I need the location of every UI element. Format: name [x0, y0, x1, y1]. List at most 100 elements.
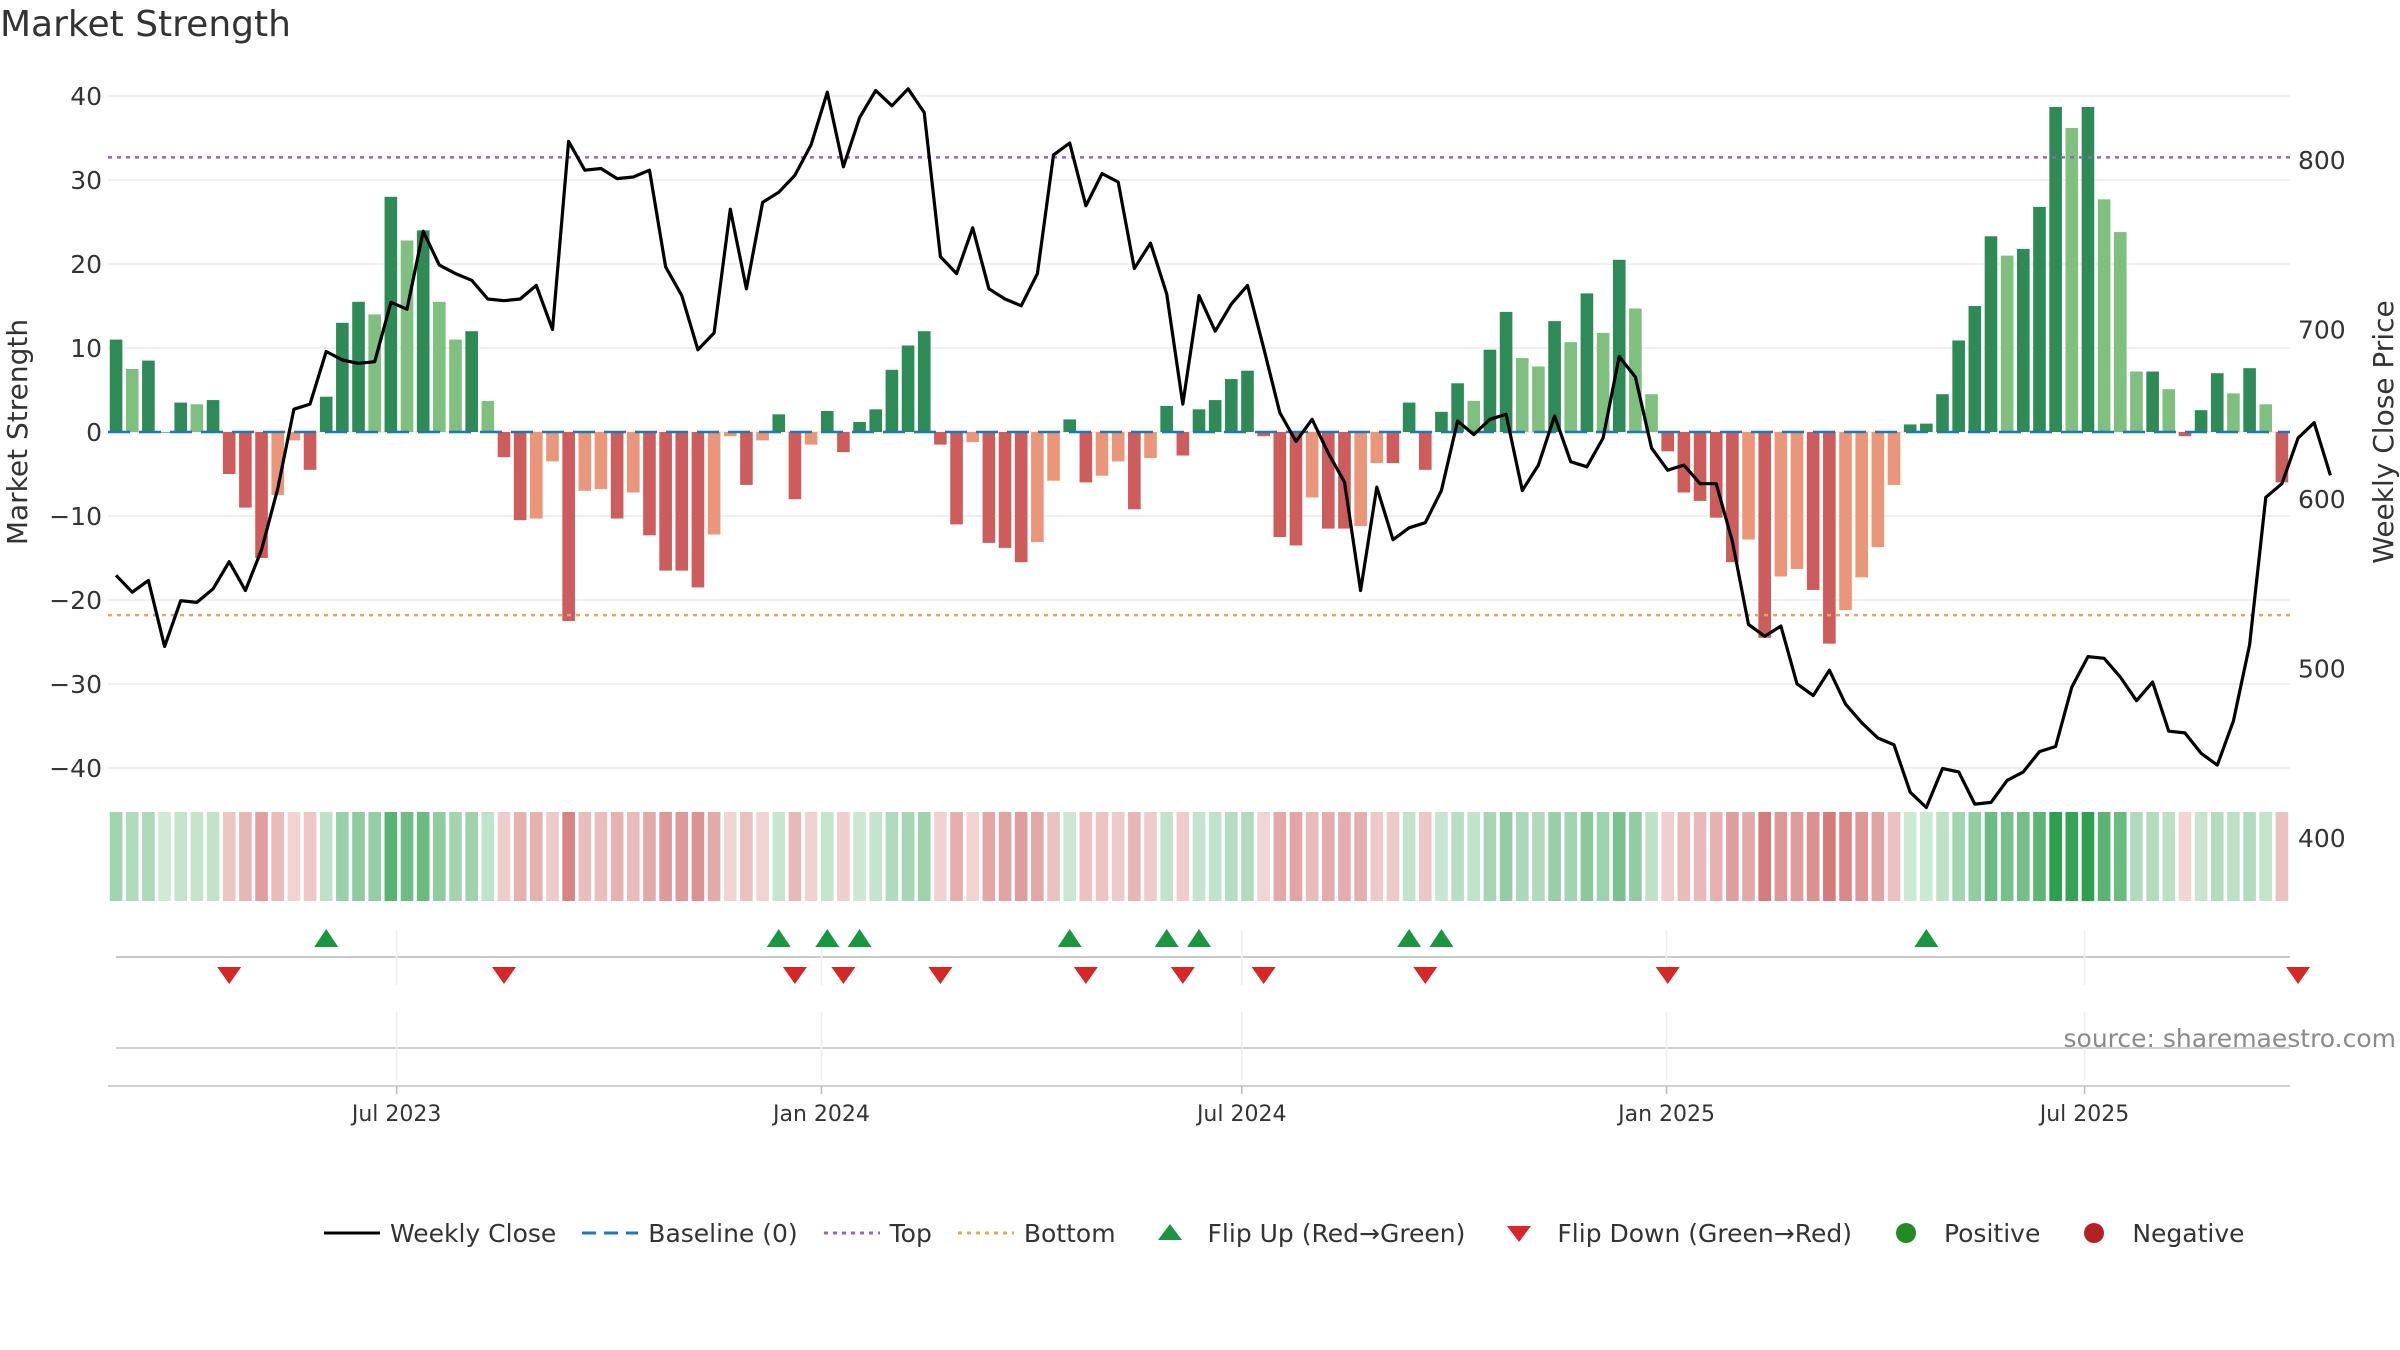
flip-up-marker — [314, 929, 339, 947]
strength-bar — [142, 360, 155, 432]
strength-bar — [1645, 394, 1658, 432]
legend-item-baseline[interactable]: Baseline (0) — [580, 1218, 798, 1248]
strength-bar — [1532, 366, 1545, 432]
strength-bar — [1903, 424, 1917, 432]
flip-up-marker — [1429, 929, 1454, 947]
legend-item-bottom[interactable]: Bottom — [956, 1218, 1116, 1248]
heat-cell — [707, 812, 721, 901]
strength-bar — [433, 301, 446, 432]
strength-bar — [190, 404, 204, 432]
heat-cell — [1386, 812, 1400, 901]
heat-cell — [109, 812, 123, 901]
strength-bar — [1241, 370, 1254, 432]
heat-cell — [2049, 812, 2062, 901]
strength-bar — [594, 432, 608, 490]
strength-bar — [578, 432, 592, 491]
heat-cell — [142, 812, 155, 901]
heat-cell — [1548, 812, 1561, 901]
flip-up-marker — [1914, 929, 1939, 947]
legend-item-top[interactable]: Top — [822, 1218, 932, 1248]
reference-lines — [108, 156, 2290, 617]
strength-bar — [1305, 432, 1319, 498]
heat-cell — [1564, 812, 1578, 901]
heat-cell — [2162, 812, 2176, 901]
strength-bar — [2033, 206, 2046, 432]
legend-label: Flip Down (Green→Red) — [1557, 1218, 1852, 1248]
heat-cell — [804, 812, 818, 901]
left-tick-label: 40 — [70, 82, 102, 111]
right-tick-label: 500 — [2298, 655, 2346, 684]
heat-cell — [222, 812, 236, 901]
heat-cell — [901, 812, 915, 901]
heat-cell — [1532, 812, 1545, 901]
heat-cell — [2178, 812, 2192, 901]
heat-cell — [1128, 812, 1141, 901]
heat-cell — [1451, 812, 1464, 901]
x-tick-label: Jul 2025 — [2038, 1102, 2130, 1127]
legend-label: Baseline (0) — [648, 1218, 798, 1248]
heat-cell — [723, 812, 737, 901]
strength-bar — [1596, 332, 1610, 432]
heat-cell — [2065, 812, 2079, 901]
heat-cell — [352, 812, 365, 901]
heat-cell — [1984, 812, 1998, 901]
strength-bar — [707, 432, 721, 535]
axes: 40 30 20 10 0 −10 −20 −30 −40 Market Strength 800 7… — [1, 82, 2400, 1127]
strength-bar — [239, 432, 252, 508]
heat-cell — [594, 812, 608, 901]
strength-bar — [368, 314, 381, 432]
heat-cell — [853, 812, 866, 901]
heat-cell — [772, 812, 786, 901]
legend-item-weekly-close[interactable]: Weekly Close — [322, 1218, 556, 1248]
heat-cell — [788, 812, 802, 901]
flip-down-marker — [1655, 967, 1680, 984]
heat-cell — [513, 812, 527, 901]
x-tick-label: Jul 2023 — [350, 1102, 442, 1127]
heat-cell — [384, 812, 398, 901]
strength-bar — [2243, 368, 2256, 432]
strength-bar — [513, 432, 527, 521]
flip-up-marker — [815, 929, 840, 947]
heat-cell — [869, 812, 883, 901]
strength-bar — [400, 240, 414, 432]
heat-cell — [1031, 812, 1044, 901]
heat-cell — [2243, 812, 2256, 901]
legend-label: Weekly Close — [390, 1218, 557, 1248]
legend-item-negative[interactable]: Negative — [2064, 1218, 2245, 1248]
legend-swatch — [956, 1218, 1016, 1248]
legend-item-positive[interactable]: Positive — [1876, 1218, 2040, 1248]
strength-bar — [756, 432, 769, 441]
heat-cell — [643, 812, 656, 901]
flip-down-marker — [831, 967, 856, 984]
strength-bar — [1984, 236, 1998, 432]
heat-cell — [626, 812, 640, 901]
left-tick-label: −30 — [49, 670, 102, 699]
strength-bar — [1774, 432, 1788, 577]
heat-cell — [1370, 812, 1384, 901]
heat-cell — [449, 812, 462, 901]
heat-cell — [1208, 812, 1222, 901]
heat-cell — [950, 812, 963, 901]
strength-bar — [562, 432, 575, 621]
strength-bar — [1693, 432, 1707, 501]
strength-bar — [1354, 432, 1367, 527]
legend-item-flip-up[interactable]: Flip Up (Red→Green) — [1140, 1218, 1465, 1248]
heat-cell — [1709, 812, 1723, 901]
heat-cell — [1677, 812, 1691, 901]
strength-bar — [1208, 400, 1222, 432]
heat-cell — [2081, 812, 2095, 901]
strength-bar — [125, 369, 139, 432]
strength-bar — [1176, 432, 1190, 456]
heat-cell — [1936, 812, 1949, 901]
legend-item-flip-down[interactable]: Flip Down (Green→Red) — [1489, 1218, 1852, 1248]
heat-cell — [1063, 812, 1076, 901]
strength-bar — [2049, 106, 2062, 433]
right-tick-label: 700 — [2298, 316, 2346, 345]
legend-label: Top — [889, 1218, 932, 1248]
strength-bar — [626, 432, 640, 493]
strength-bar — [723, 432, 737, 437]
strength-bars — [109, 106, 2289, 644]
heat-cell — [416, 812, 430, 901]
strength-bar — [174, 402, 188, 432]
strength-bar — [966, 432, 980, 443]
